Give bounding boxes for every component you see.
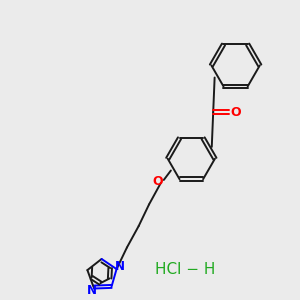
Text: O: O xyxy=(152,175,163,188)
Text: HCl − H: HCl − H xyxy=(155,262,216,278)
Text: N: N xyxy=(115,260,125,273)
Text: O: O xyxy=(231,106,241,119)
Text: N: N xyxy=(87,284,97,297)
